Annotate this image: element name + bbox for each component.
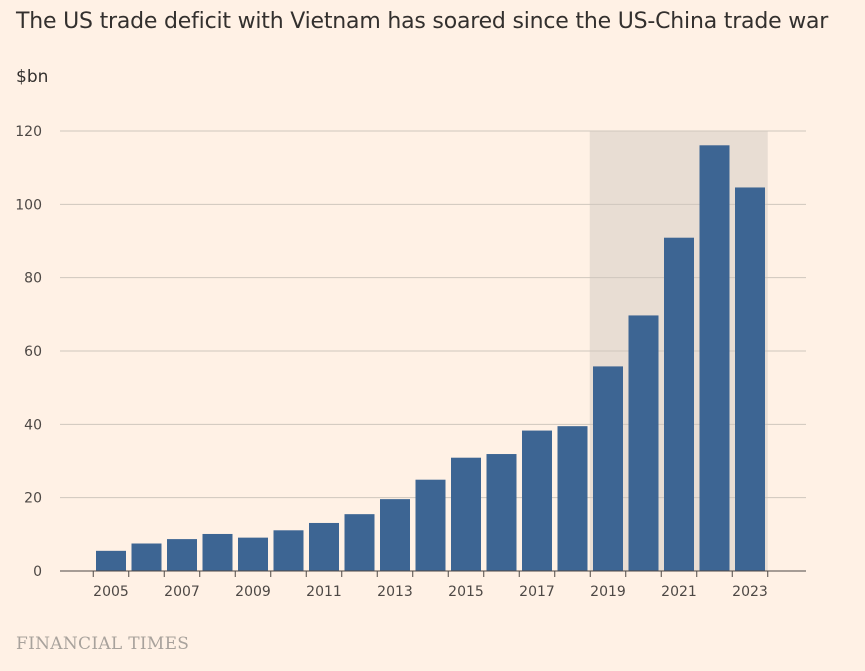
x-tick-label-2009: 2009 (235, 584, 271, 600)
bar-2013 (380, 499, 410, 571)
y-axis-unit-label: $bn (16, 67, 49, 87)
y-tick-label: 80 (24, 271, 42, 287)
y-tick-label: 120 (15, 124, 42, 140)
bar-2015 (451, 457, 481, 571)
bar-2012 (344, 514, 375, 571)
bar-2014 (415, 479, 446, 571)
bar-2017 (522, 430, 552, 571)
x-tick-label-2019: 2019 (590, 584, 626, 600)
bar-2009 (238, 537, 268, 571)
x-tick-label-2015: 2015 (448, 584, 484, 600)
bar-2023 (735, 187, 765, 571)
x-tick-label-2021: 2021 (661, 584, 697, 600)
bar-2019 (593, 366, 623, 571)
x-tick-label-2005: 2005 (93, 584, 129, 600)
bar-2021 (664, 237, 694, 571)
x-tick-label-2023: 2023 (732, 584, 768, 600)
y-tick-label: 0 (33, 564, 42, 580)
x-tick-label-2011: 2011 (306, 584, 342, 600)
bar-2006 (131, 543, 162, 571)
chart-title: The US trade deficit with Vietnam has so… (16, 9, 829, 34)
bar-2016 (486, 454, 517, 571)
source-logo: FINANCIAL TIMES (16, 634, 190, 654)
y-tick-label: 20 (24, 491, 42, 507)
bar-2010 (273, 530, 304, 571)
x-tick-label-2007: 2007 (164, 584, 200, 600)
bars (96, 145, 765, 572)
y-tick-label: 100 (15, 197, 42, 213)
bar-2008 (202, 533, 233, 571)
bar-2022 (699, 145, 730, 572)
y-tick-label: 60 (24, 344, 42, 360)
bar-2007 (167, 539, 197, 571)
gridlines: 0 20 40 60 80 100 120 (15, 124, 806, 580)
bar-2020 (628, 315, 659, 571)
x-tick-label-2013: 2013 (377, 584, 413, 600)
bar-2018 (557, 426, 588, 571)
x-tick-label-2017: 2017 (519, 584, 555, 600)
x-axis: 2005 2007 2009 2011 2013 2015 2017 2019 2021 2023 (60, 570, 806, 600)
bar-2011 (309, 522, 339, 571)
y-tick-label: 40 (24, 417, 42, 433)
bar-2005 (96, 550, 126, 571)
